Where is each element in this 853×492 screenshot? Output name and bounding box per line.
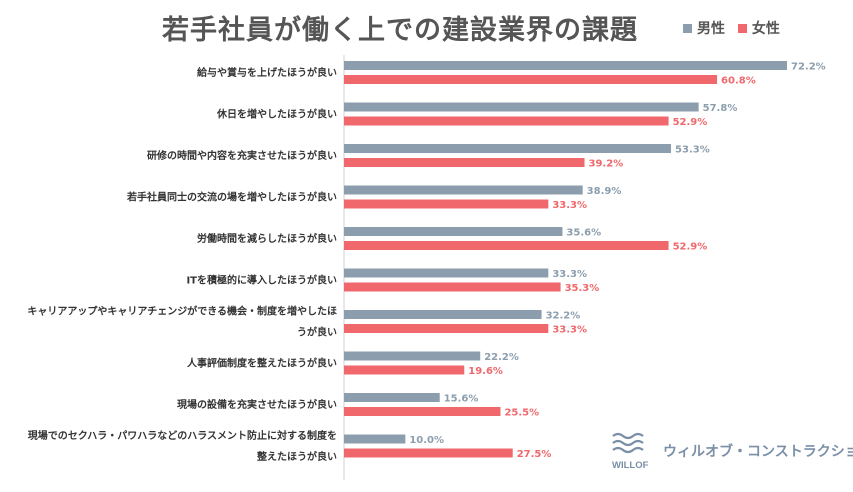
bar-male	[344, 393, 440, 402]
chart-title: 若手社員が働く上での建設業界の課題	[162, 15, 638, 46]
bar-male	[344, 310, 542, 319]
category-label: ITを積極的に導入したほうが良い	[186, 274, 337, 287]
willof-wave-icon: WILLOF	[612, 432, 649, 471]
category-label: 人事評価制度を整えたほうが良い	[187, 357, 337, 370]
legend-item-male: 男性	[683, 18, 725, 38]
bar-male	[344, 434, 406, 444]
category-label: 給与や賞与を上げたほうが良い	[197, 66, 337, 79]
category-label: 研修の時間や内容を充実させたほうが良い	[147, 149, 337, 162]
bar-female	[344, 158, 585, 167]
category-label: キャリアアップやキャリアチェンジができる機会・制度を増やしたほ	[27, 305, 337, 318]
data-label-female: 52.9%	[673, 117, 708, 128]
data-label-female: 19.6%	[468, 366, 503, 377]
bar-female	[344, 241, 669, 250]
data-label-male: 53.3%	[675, 145, 710, 156]
data-label-male: 33.3%	[552, 269, 587, 280]
brand-logo: WILLOF ウィルオブ・コンストラクション	[611, 432, 853, 472]
data-label-female: 33.3%	[552, 325, 587, 336]
data-label-female: 27.5%	[517, 449, 552, 460]
data-label-male: 10.0%	[409, 435, 444, 446]
category-label: 休日を増やしたほうが良い	[216, 108, 337, 121]
bar-female	[344, 75, 718, 84]
category-label: 若手社員同士の交流の場を増やしたほうが良い	[126, 191, 337, 204]
bar-male	[344, 102, 699, 112]
data-label-female: 60.8%	[721, 76, 756, 87]
data-label-male: 72.2%	[791, 62, 826, 73]
logo-mark-text: WILLOF	[612, 460, 649, 471]
bar-male	[344, 61, 787, 70]
bar-male	[344, 185, 583, 195]
data-label-female: 35.3%	[565, 283, 600, 294]
bar-female	[344, 324, 549, 333]
bar-female	[344, 282, 561, 292]
category-label: 整えたほうが良い	[256, 450, 337, 463]
chart-legend: 男性 女性	[683, 18, 788, 38]
data-label-male: 22.2%	[484, 352, 519, 363]
bar-female	[344, 448, 513, 458]
data-label-male: 15.6%	[444, 394, 479, 405]
bar-female	[344, 365, 465, 375]
category-label: うが良い	[297, 326, 337, 339]
legend-swatch-female	[737, 23, 747, 33]
category-label: 労働時間を減らしたほうが良い	[197, 232, 337, 245]
bar-male	[344, 268, 549, 278]
brand-name: ウィルオブ・コンストラクション	[663, 444, 853, 460]
bar-female	[344, 199, 549, 209]
legend-swatch-male	[683, 23, 692, 33]
category-label: 現場でのセクハラ・パワハラなどのハラスメント防止に対する制度を	[28, 429, 337, 442]
bar-female	[344, 407, 501, 416]
data-label-female: 39.2%	[589, 159, 624, 170]
category-label: 現場の設備を充実させたほうが良い	[177, 398, 337, 411]
data-label-male: 32.2%	[546, 311, 581, 322]
legend-label-female: 女性	[751, 21, 780, 37]
data-label-female: 25.5%	[504, 408, 539, 419]
bar-male	[344, 227, 563, 236]
bar-male	[344, 351, 481, 361]
data-label-male: 57.8%	[703, 103, 738, 114]
bar-male	[344, 144, 672, 153]
data-label-female: 52.9%	[673, 242, 708, 253]
data-label-female: 33.3%	[552, 200, 587, 211]
legend-label-male: 男性	[697, 21, 725, 37]
legend-item-female: 女性	[737, 18, 780, 38]
data-label-male: 35.6%	[566, 228, 601, 239]
bar-female	[344, 116, 669, 126]
data-label-male: 38.9%	[587, 186, 622, 197]
